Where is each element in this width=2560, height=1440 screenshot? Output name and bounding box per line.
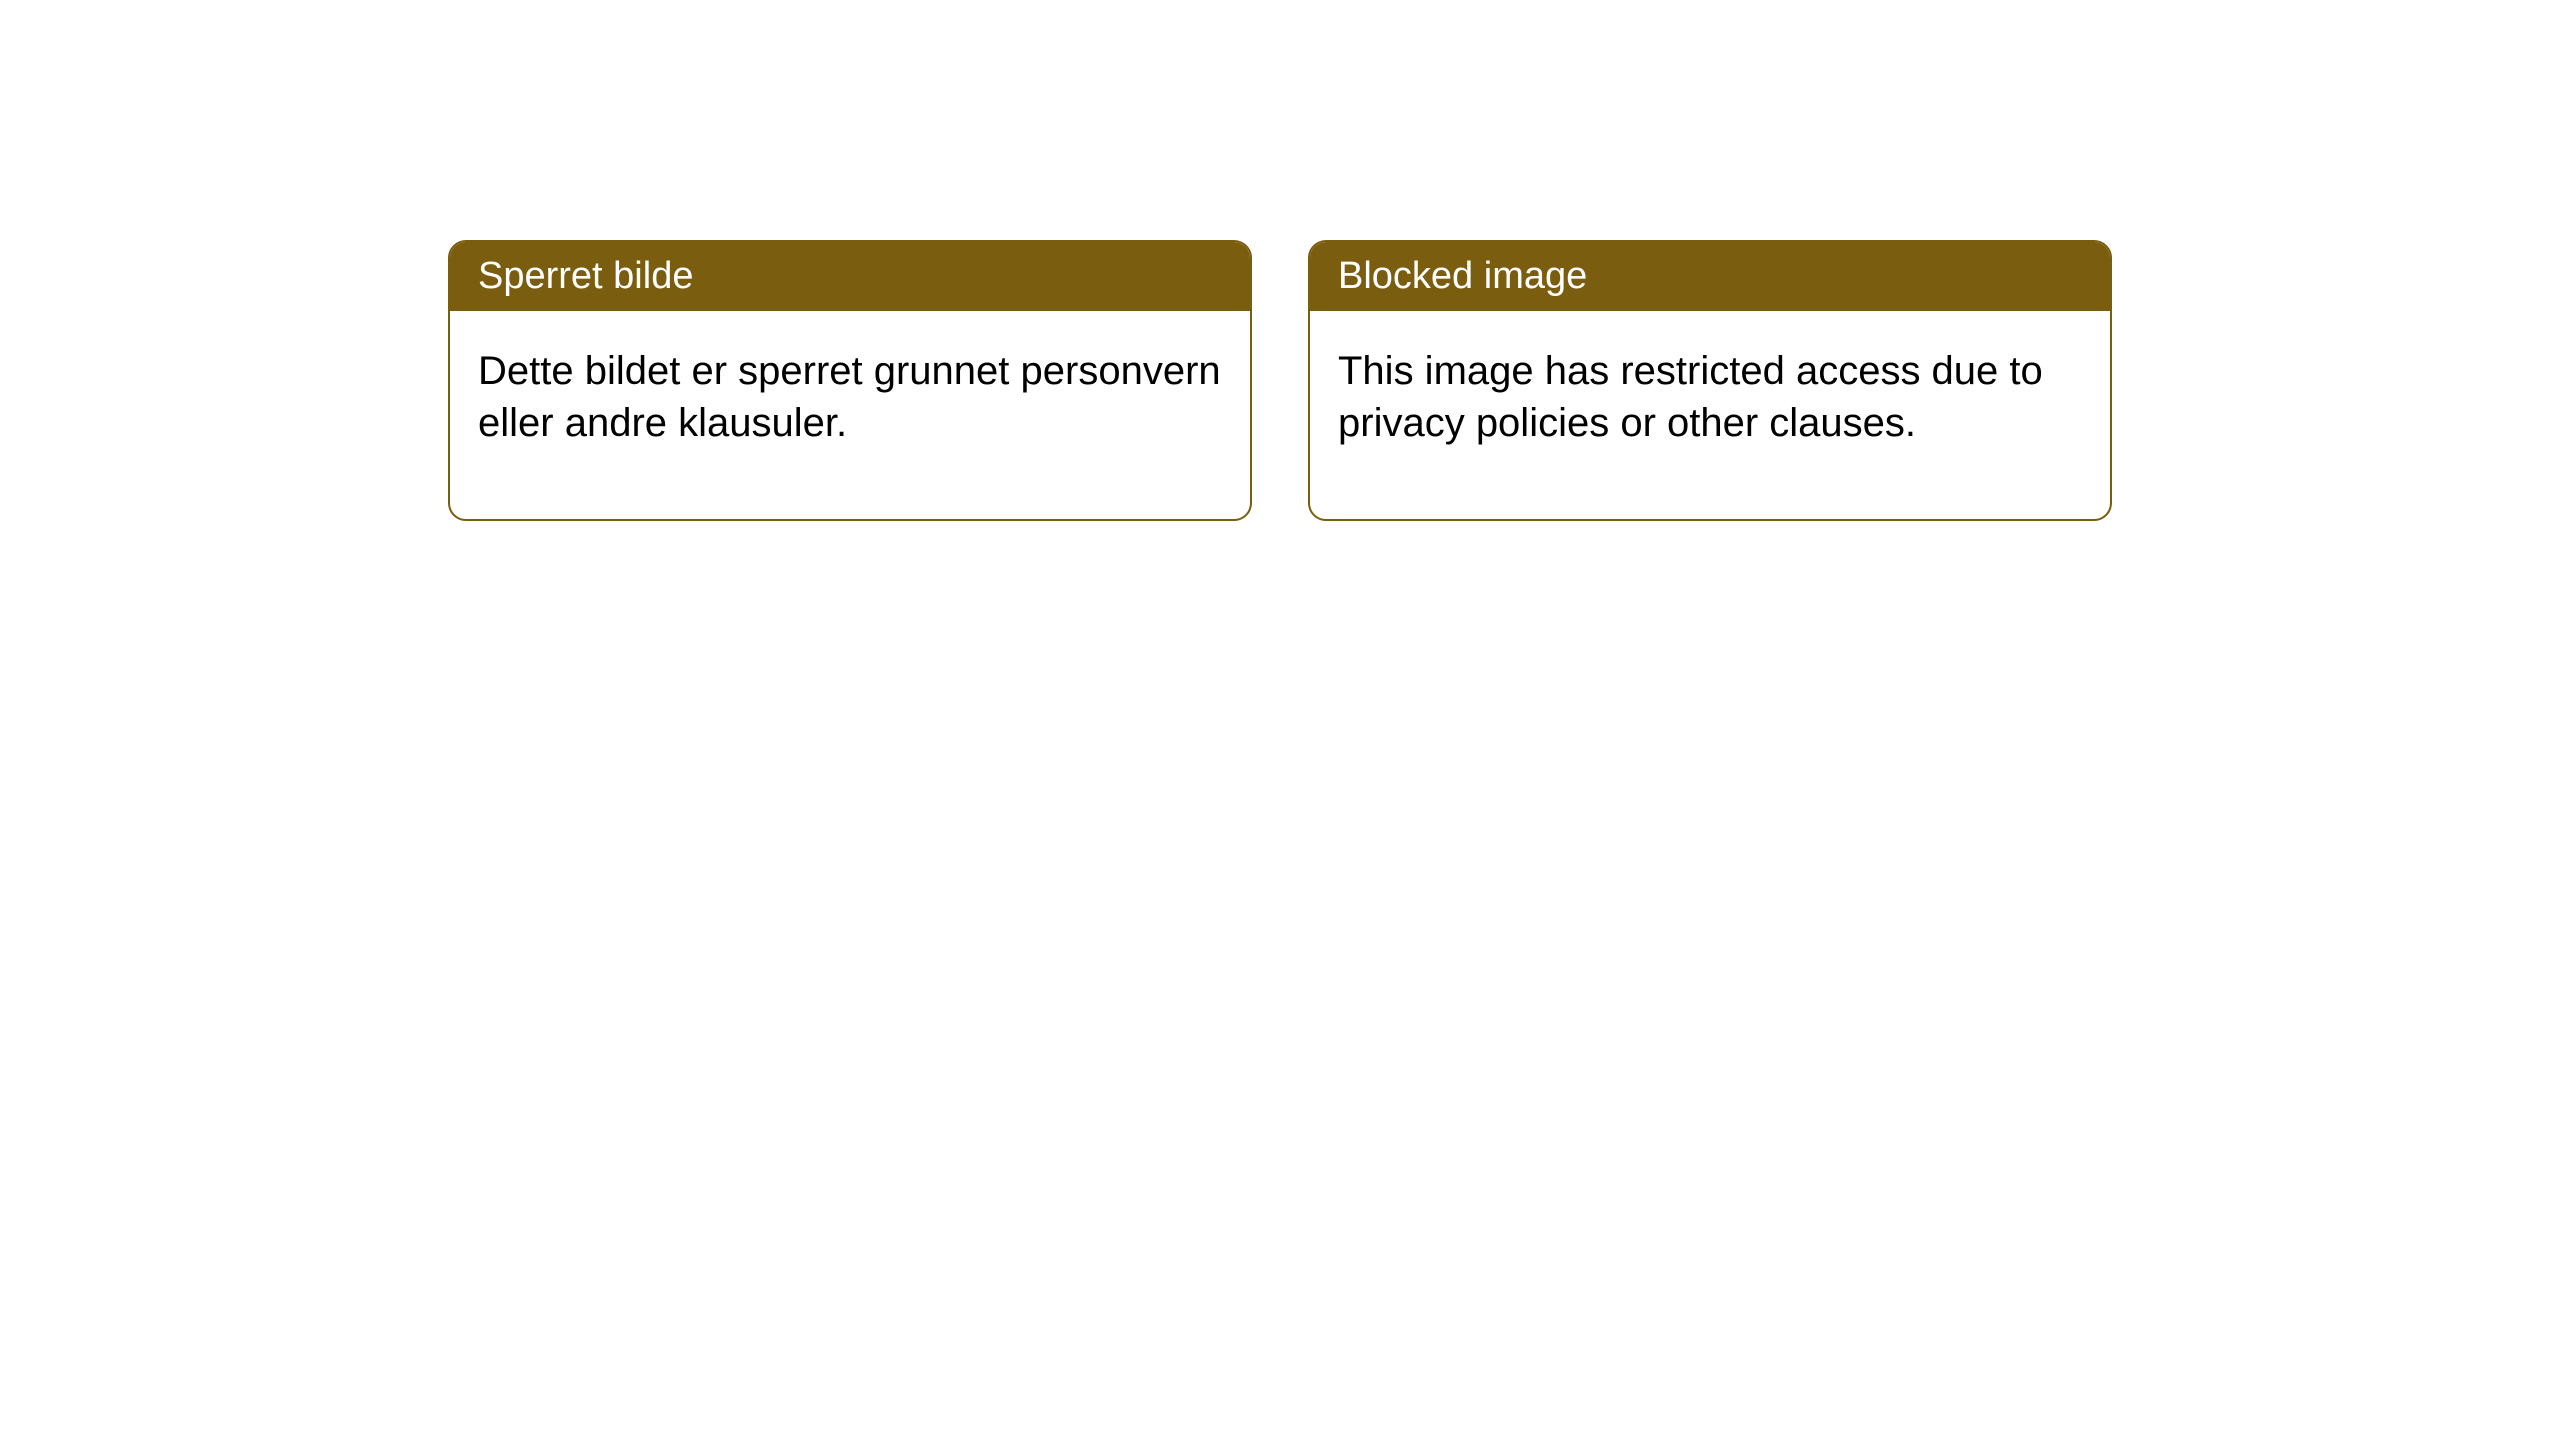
- notice-body-english: This image has restricted access due to …: [1310, 311, 2110, 519]
- notice-card-norwegian: Sperret bilde Dette bildet er sperret gr…: [448, 240, 1252, 521]
- notice-title-english: Blocked image: [1310, 242, 2110, 311]
- notice-card-english: Blocked image This image has restricted …: [1308, 240, 2112, 521]
- notice-body-norwegian: Dette bildet er sperret grunnet personve…: [450, 311, 1250, 519]
- notice-container: Sperret bilde Dette bildet er sperret gr…: [448, 240, 2112, 521]
- notice-title-norwegian: Sperret bilde: [450, 242, 1250, 311]
